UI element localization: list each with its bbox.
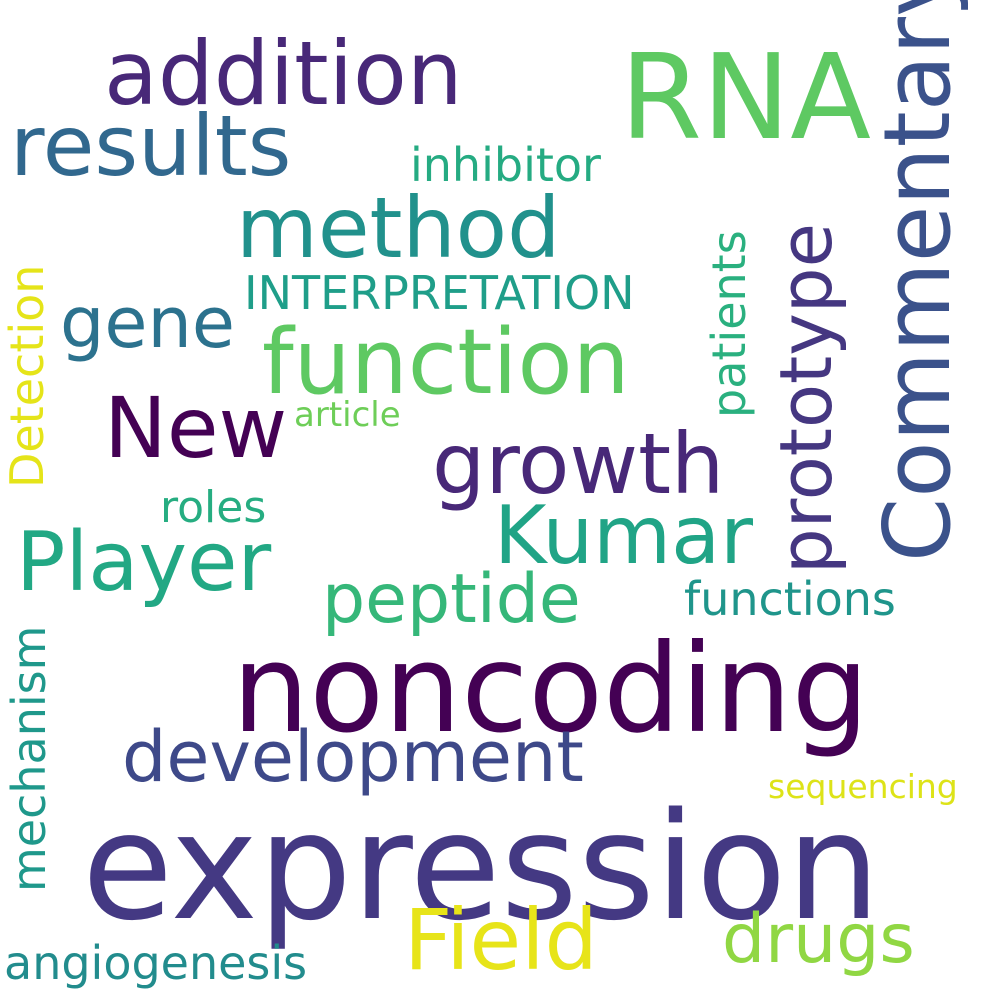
- word-player: Player: [16, 515, 272, 610]
- word-kumar: Kumar: [494, 489, 754, 582]
- word-mechanism: mechanism: [2, 625, 56, 892]
- word-interpretation: INTERPRETATION: [244, 266, 635, 320]
- word-functions: functions: [684, 572, 896, 626]
- word-peptide: peptide: [322, 560, 581, 639]
- word-noncoding: noncoding: [232, 618, 870, 760]
- word-article: article: [294, 395, 401, 435]
- word-inhibitor: inhibitor: [410, 138, 601, 192]
- word-growth: growth: [432, 415, 725, 513]
- word-addition: addition: [104, 22, 463, 125]
- word-field: Field: [404, 891, 598, 989]
- word-roles: roles: [160, 482, 267, 533]
- word-commentary: Commentary: [864, 0, 971, 562]
- word-rna: RNA: [620, 28, 871, 166]
- word-detection: Detection: [0, 264, 54, 488]
- word-prototype: prototype: [764, 223, 848, 574]
- word-gene: gene: [60, 282, 235, 364]
- word-expression: expression: [82, 781, 881, 953]
- word-angiogenesis: angiogenesis: [4, 936, 308, 990]
- word-patients: patients: [702, 230, 756, 418]
- word-development: development: [122, 716, 584, 798]
- word-drugs: drugs: [722, 900, 915, 979]
- word-method: method: [236, 179, 561, 277]
- word-new: New: [104, 379, 288, 477]
- word-function: function: [262, 310, 630, 415]
- word-sequencing: sequencing: [768, 767, 958, 806]
- word-results: results: [10, 97, 292, 195]
